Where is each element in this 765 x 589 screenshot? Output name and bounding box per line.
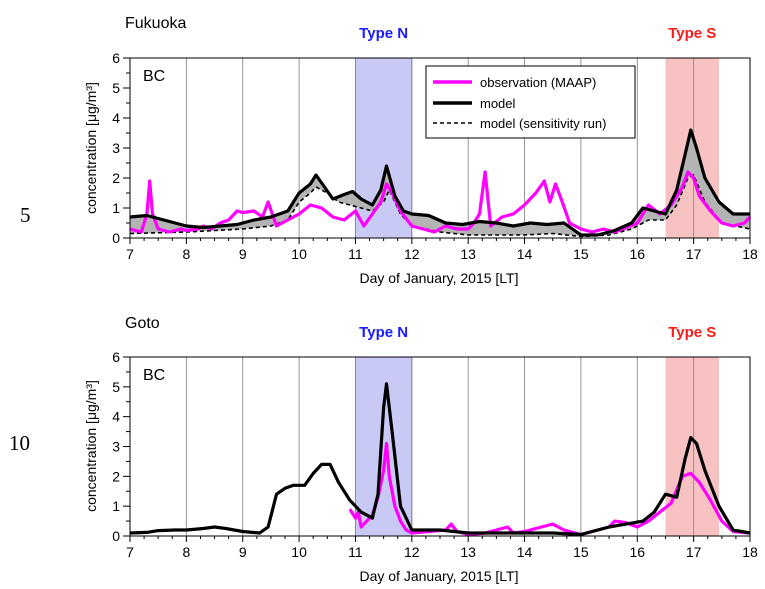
y-axis-label: concentration [μg/m³] [83, 82, 99, 214]
x-tick-label: 11 [348, 544, 363, 560]
x-tick-label: 11 [348, 246, 363, 262]
chart-title-goto: Goto [125, 315, 160, 332]
x-tick-label: 10 [291, 544, 307, 560]
x-axis-label: Day of January, 2015 [LT] [359, 568, 518, 584]
x-tick-label: 16 [629, 544, 645, 560]
region-label-type-n: Type N [359, 324, 408, 341]
x-tick-label: 13 [460, 246, 476, 262]
x-tick-label: 12 [404, 544, 420, 560]
x-tick-label: 8 [182, 246, 190, 262]
y-tick-label: 6 [112, 349, 120, 365]
y-tick-label: 5 [112, 80, 120, 96]
species-label: BC [143, 367, 165, 384]
series-model-line [129, 128, 750, 237]
species-label: BC [143, 68, 165, 85]
x-tick-label: 9 [239, 544, 247, 560]
x-tick-label: 18 [742, 544, 758, 560]
x-tick-label: 17 [686, 246, 702, 262]
y-tick-label: 1 [112, 200, 120, 216]
shaded-regions [354, 356, 719, 537]
x-tick-label: 13 [460, 544, 476, 560]
region-label-type-s: Type S [668, 324, 716, 341]
y-tick-label: 0 [112, 528, 120, 544]
y-tick-label: 2 [112, 170, 120, 186]
x-tick-label: 10 [291, 246, 307, 262]
legend-sensitivity-label: model (sensitivity run) [480, 116, 606, 131]
x-axis-label: Day of January, 2015 [LT] [359, 270, 518, 286]
region-label-type-n: Type N [359, 25, 408, 42]
y-tick-label: 0 [112, 230, 120, 246]
x-tick-label: 14 [517, 246, 533, 262]
x-tick-label: 9 [239, 246, 247, 262]
x-tick-label: 16 [629, 246, 645, 262]
x-tick-label: 15 [573, 246, 589, 262]
series-model-line [129, 382, 751, 537]
series-observation-line [348, 441, 751, 537]
x-tick-label: 14 [517, 544, 533, 560]
y-tick-label: 1 [112, 498, 120, 514]
y-axis-label: concentration [μg/m³] [83, 380, 99, 512]
line-number-10: 10 [9, 431, 30, 455]
x-tick-label: 17 [686, 544, 702, 560]
vertical-grid [185, 357, 695, 536]
line-number-5: 5 [20, 203, 31, 227]
y-tick-label: 5 [112, 379, 120, 395]
legend-model-label: model [480, 96, 516, 111]
shaded-region-type-s [665, 357, 719, 536]
y-tick-label: 3 [112, 140, 120, 156]
legend: observation (MAAP) model model (sensitiv… [425, 65, 636, 139]
chart-title-fukuoka: Fukuoka [125, 15, 186, 32]
y-tick-label: 2 [112, 468, 120, 484]
x-tick-label: 15 [573, 544, 589, 560]
y-tick-label: 6 [112, 50, 120, 66]
region-labels: Type N Type S [359, 324, 716, 341]
region-labels: Type N Type S [359, 25, 716, 42]
legend-observation-label: observation (MAAP) [480, 75, 596, 90]
x-tick-label: 7 [126, 246, 134, 262]
x-tick-label: 7 [126, 544, 134, 560]
y-tick-label: 4 [112, 409, 120, 425]
shaded-region-type-n [354, 356, 413, 537]
x-tick-label: 12 [404, 246, 420, 262]
y-tick-label: 4 [112, 110, 120, 126]
y-tick-label: 3 [112, 439, 120, 455]
x-tick-label: 18 [742, 246, 758, 262]
x-tick-label: 8 [182, 544, 190, 560]
series-model-sensitivity-line [129, 173, 751, 238]
region-label-type-s: Type S [668, 25, 716, 42]
